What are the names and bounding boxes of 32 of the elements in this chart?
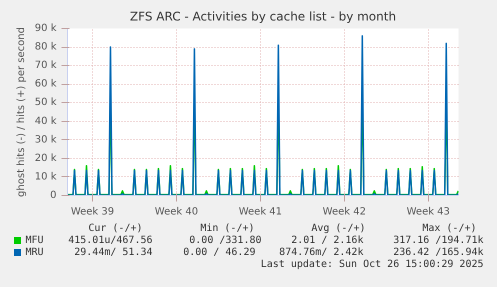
chart-title: ZFS ARC - Activities by cache list - by month [130, 10, 396, 24]
y-axis-title: ghost hits (-) / hits (+) per second [16, 27, 27, 197]
x-tick-label: Week 40 [154, 206, 198, 218]
y-tick-label: 20 k [34, 152, 57, 164]
text: Avg (-/+) [311, 223, 366, 234]
x-tick-label: Week 41 [238, 206, 282, 218]
y-tick-label: 10 k [34, 171, 57, 182]
legend-label: MRU [26, 247, 44, 258]
text: 29.44m/ 51.34 [74, 247, 153, 258]
text: Min (-/+) [200, 223, 255, 234]
y-tick-label: 40 k [34, 116, 57, 127]
text: 415.01u/467.56 [68, 235, 153, 246]
y-tick-label: 30 k [34, 134, 57, 146]
y-tick-label: 0 [50, 190, 57, 201]
y-tick-label: 70 k [34, 60, 57, 72]
text: 236.42 /165.94k [393, 247, 484, 258]
text: 874.76m/ 2.42k [279, 247, 364, 258]
text: 0.00 / 46.29 [183, 247, 256, 258]
text: Cur (-/+) [88, 223, 143, 234]
y-tick-label: 50 k [34, 97, 57, 108]
text: Last update: Sun Oct 26 15:00:29 2025 [260, 259, 484, 270]
legend-label: MFU [26, 235, 44, 246]
text: 0.00 /331.80 [189, 235, 262, 246]
text: 2.01 / 2.16k [291, 235, 364, 246]
y-tick-label: 60 k [34, 78, 57, 90]
text: Max (-/+) [422, 223, 477, 234]
x-tick-label: Week 42 [322, 206, 366, 218]
text: 317.16 /194.71k [393, 235, 484, 246]
x-tick-label: Week 39 [70, 206, 114, 218]
y-tick-label: 90 k [34, 23, 57, 34]
x-tick-label: Week 43 [406, 206, 450, 218]
y-tick-label: 80 k [34, 42, 57, 53]
